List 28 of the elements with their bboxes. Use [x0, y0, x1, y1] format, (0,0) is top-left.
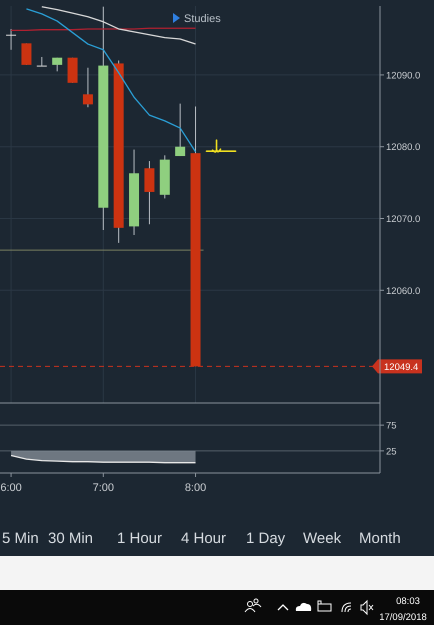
- candlestick: [82, 67, 93, 108]
- annotation: Studies: [184, 13, 222, 25]
- text: Month: [359, 530, 401, 547]
- x-tick-label: 7:00: [92, 482, 114, 494]
- candlestick: [144, 160, 154, 225]
- text: Week: [303, 530, 342, 547]
- y-tick-label: 12080.0: [386, 142, 420, 154]
- text: 17/09/2018: [379, 612, 427, 623]
- line-series: [10, 454, 196, 464]
- x-tick-label: 6:00: [0, 482, 22, 494]
- y-tick-label: 12090.0: [386, 70, 420, 82]
- y-tick-label: 12060.0: [386, 286, 420, 297]
- text: 5 Min: [2, 530, 39, 547]
- y-tick-label: 12070.0: [386, 214, 420, 225]
- y-tick-label: 75: [386, 420, 397, 432]
- y-tick-label: 25: [386, 446, 397, 458]
- candlestick: [175, 103, 186, 157]
- text: 1 Hour: [117, 530, 162, 547]
- candlestick: [52, 57, 62, 72]
- text: 1 Day: [246, 530, 286, 547]
- candlestick: [21, 42, 32, 66]
- x-tick-label: 8:00: [184, 482, 206, 494]
- candlestick: [6, 28, 16, 50]
- ref-line-label: 12049.4: [384, 362, 418, 373]
- text: 08:03: [396, 596, 420, 607]
- candlestick: [36, 56, 47, 67]
- text: 30 Min: [48, 530, 94, 547]
- text: 4 Hour: [181, 530, 226, 547]
